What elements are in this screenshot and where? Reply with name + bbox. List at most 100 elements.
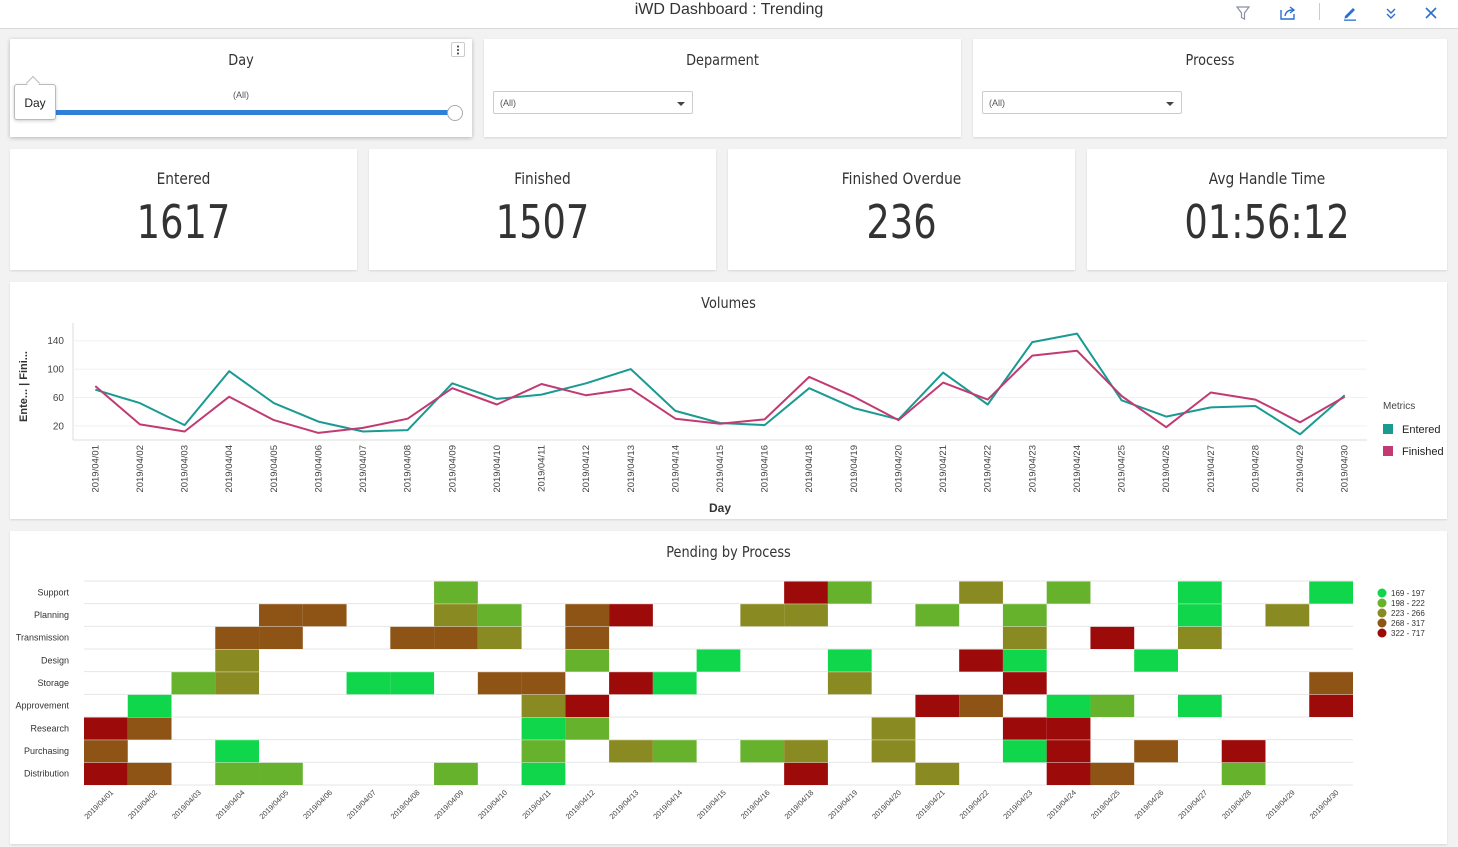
- heatmap-cell: [827, 672, 872, 695]
- edit-icon[interactable]: [1338, 2, 1362, 24]
- x-tick-label: 2019/04/11: [537, 445, 548, 492]
- x-tick-label: 2019/04/23: [1001, 788, 1034, 821]
- legend-swatch: [1377, 628, 1387, 638]
- day-slider-value: (All): [233, 90, 249, 100]
- heatmap-cell: [784, 762, 828, 785]
- volumes-line-chart: 20 60 100 140 2019/04/01 2019/04/02 2019/04/03…: [18, 323, 1444, 515]
- heatmap-cell: [521, 740, 566, 763]
- day-slider-handle[interactable]: [447, 105, 463, 121]
- x-tick-label: 2019/04/15: [715, 445, 726, 493]
- heatmap-cell: [1134, 740, 1178, 763]
- legend-swatch: [1383, 446, 1393, 456]
- chart-title: Pending by Process: [666, 543, 791, 561]
- x-tick-label: 2019/04/05: [269, 445, 280, 493]
- y-tick-label: Design: [41, 655, 69, 665]
- kpi-value: 236: [866, 195, 937, 249]
- legend-swatch: [1383, 424, 1393, 434]
- heatmap-cell: [127, 717, 172, 740]
- chevron-down-icon: [677, 102, 685, 106]
- x-tick-label: 2019/04/26: [1133, 788, 1166, 821]
- x-tick-label: 2019/04/04: [214, 788, 247, 821]
- process-select[interactable]: (All): [982, 91, 1182, 114]
- kpi-label: Entered: [156, 169, 211, 188]
- legend-swatch: [1377, 618, 1387, 628]
- x-tick-label: 2019/04/28: [1220, 788, 1253, 821]
- legend-title: Metrics: [1383, 401, 1415, 412]
- x-tick-label: 2019/04/21: [938, 445, 949, 493]
- kpi-label: Avg Handle Time: [1208, 169, 1326, 188]
- day-filter-card: Day (All) Day: [10, 39, 472, 137]
- heatmap-cell: [827, 649, 872, 672]
- x-tick-label: 2019/04/01: [90, 445, 101, 493]
- x-tick-label: 2019/04/27: [1206, 445, 1217, 493]
- x-tick-label: 2019/04/27: [1176, 788, 1209, 821]
- heatmap-cell: [84, 740, 128, 763]
- heatmap-cell: [1046, 581, 1091, 604]
- heatmap-cell: [1265, 604, 1310, 627]
- heatmap-cell: [1046, 694, 1091, 717]
- process-select-value: (All): [989, 98, 1005, 108]
- heatmap-cell: [784, 740, 828, 763]
- heatmap-cell: [652, 672, 697, 695]
- heatmap-cell: [346, 672, 391, 695]
- heatmap-cell: [84, 717, 128, 740]
- heatmap-cell: [784, 581, 828, 604]
- x-tick-label: 2019/04/29: [1264, 788, 1297, 821]
- y-tick-label: Purchasing: [24, 746, 69, 756]
- heatmap-cell: [1221, 762, 1266, 785]
- chevron-down-icon: [1166, 102, 1174, 106]
- x-tick-label: 2019/04/10: [476, 788, 509, 821]
- heatmap-cell: [84, 762, 128, 785]
- x-tick-label: 2019/04/12: [581, 445, 592, 493]
- series-line-entered: [95, 332, 1346, 436]
- heatmap-cell: [565, 649, 610, 672]
- pending-heatmap-card: Pending by Process Support Planning Transm…: [10, 531, 1447, 844]
- y-axis-title: Ente... | Fini...: [18, 351, 30, 422]
- x-tick-label: 2019/04/13: [607, 788, 640, 821]
- heatmap-cell: [477, 672, 522, 695]
- heatmap-cell: [215, 649, 260, 672]
- x-tick-label: 2019/04/02: [135, 445, 146, 493]
- heatmap-cell: [609, 604, 653, 627]
- close-icon[interactable]: [1419, 2, 1443, 24]
- x-tick-label: 2019/04/22: [983, 445, 994, 493]
- day-filter-title: Day: [228, 51, 254, 69]
- heatmap-cell: [565, 717, 610, 740]
- volumes-chart-card: Volumes 20 60 100 140 2019/04/01 2019/04/02 20…: [10, 282, 1447, 519]
- department-select[interactable]: (All): [493, 91, 693, 114]
- legend-label: 169 - 197: [1391, 589, 1425, 598]
- heatmap-cell: [477, 626, 522, 649]
- heatmap-cell: [1002, 626, 1047, 649]
- department-select-value: (All): [500, 98, 516, 108]
- x-tick-label: 2019/04/10: [492, 445, 503, 493]
- filter-icon[interactable]: [1231, 2, 1255, 24]
- x-tick-label: 2019/04/08: [389, 788, 422, 821]
- x-tick-label: 2019/04/18: [804, 445, 815, 493]
- heatmap-cell: [521, 694, 566, 717]
- x-tick-label: 2019/04/28: [1250, 445, 1261, 493]
- x-tick-label: 2019/04/20: [870, 788, 903, 821]
- heatmap-cell: [390, 626, 435, 649]
- heatmap-cell: [609, 740, 653, 763]
- x-tick-label: 2019/04/03: [170, 788, 203, 821]
- day-slider-track[interactable]: [50, 110, 456, 115]
- x-tick-label: 2019/04/05: [257, 788, 290, 821]
- heatmap-cell: [827, 581, 872, 604]
- x-tick-label: 2019/04/24: [1072, 445, 1083, 493]
- x-tick-label: 2019/04/19: [849, 445, 860, 493]
- window-title: iWD Dashboard : Trending: [634, 1, 824, 18]
- heatmap-cell: [1177, 604, 1222, 627]
- y-tick-label: Research: [30, 723, 69, 733]
- y-tick-label: 140: [47, 336, 64, 347]
- more-options-icon[interactable]: [451, 42, 465, 57]
- heatmap-cell: [1046, 762, 1091, 785]
- heatmap-cell: [915, 762, 960, 785]
- toolbar-divider: [1319, 3, 1320, 20]
- legend-label: Finished: [1402, 446, 1444, 458]
- heatmap-cell: [521, 762, 566, 785]
- x-tick-label: 2019/04/22: [958, 788, 991, 821]
- export-icon[interactable]: [1276, 2, 1300, 24]
- heatmap-cell: [215, 626, 260, 649]
- process-filter-card: Process (All): [973, 39, 1447, 137]
- collapse-icon[interactable]: [1379, 2, 1403, 24]
